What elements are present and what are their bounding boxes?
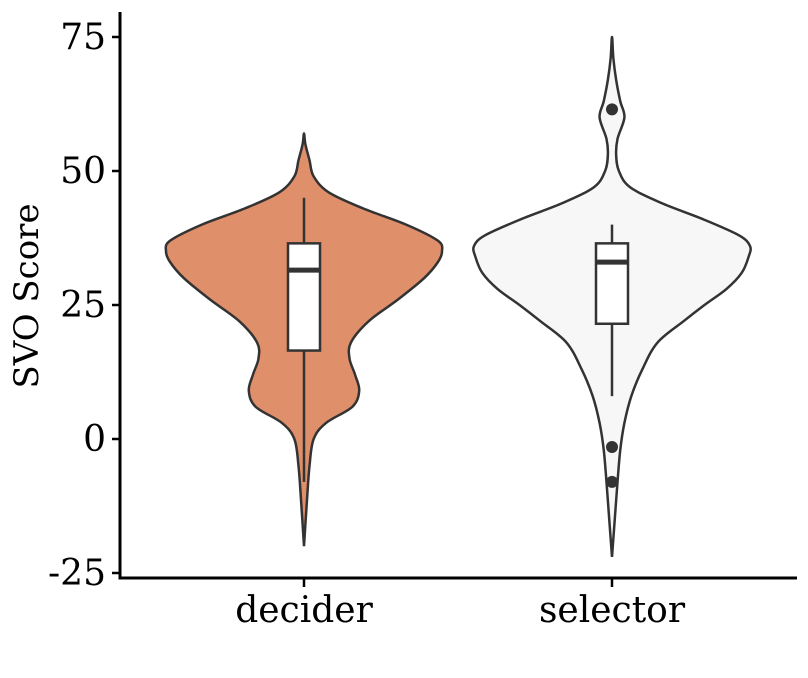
- y-tick-label: -25: [48, 553, 106, 594]
- outlier-point: [606, 475, 618, 488]
- outlier-point: [606, 441, 618, 454]
- plot-area: [164, 35, 752, 558]
- violin-group-decider: [164, 132, 444, 547]
- box-selector: [594, 242, 630, 326]
- y-tick-label: 75: [60, 17, 106, 58]
- y-tick-label: 25: [60, 285, 106, 326]
- x-axis-ticks: decider selector: [235, 578, 686, 631]
- y-tick-label: 0: [83, 419, 106, 460]
- x-tick-label: selector: [539, 590, 686, 631]
- x-tick-label: decider: [235, 590, 373, 631]
- y-tick-label: 50: [60, 151, 106, 192]
- box-decider: [286, 242, 322, 352]
- y-axis-ticks: -25 0 25 50 75: [48, 17, 120, 594]
- outlier-point: [606, 103, 618, 116]
- violin-group-selector: [472, 35, 752, 558]
- y-axis-title: SVO Score: [7, 203, 47, 388]
